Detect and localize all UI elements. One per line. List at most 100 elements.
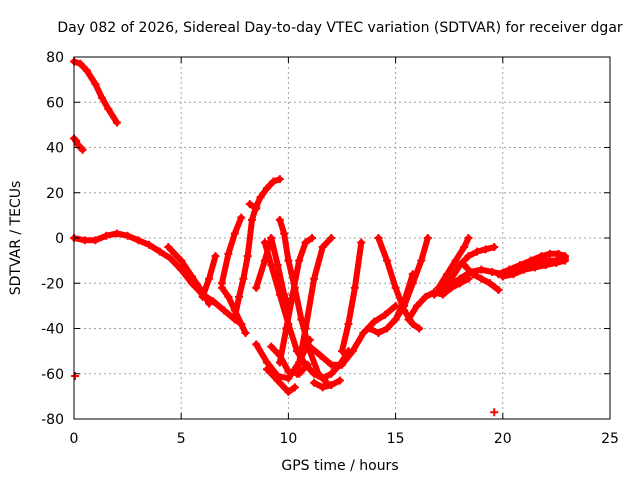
data-point-arc-23 xyxy=(400,301,409,310)
grid-lines xyxy=(74,57,610,419)
y-tick-label: 60 xyxy=(46,95,64,111)
data-point-arc-01 xyxy=(97,93,106,102)
data-point-outlier-02 xyxy=(490,408,499,417)
data-point-arc-19 xyxy=(380,310,389,319)
data-point-arc-07 xyxy=(235,292,244,301)
data-point-arc-17 xyxy=(310,274,319,283)
data-point-arc-07 xyxy=(239,274,248,283)
data-point-arc-15 xyxy=(260,238,269,247)
data-point-arc-05 xyxy=(205,274,214,283)
data-point-arc-04 xyxy=(187,272,196,281)
data-point-arc-13 xyxy=(267,342,276,351)
data-point-arc-28 xyxy=(455,274,464,283)
data-point-arc-05 xyxy=(198,292,207,301)
data-point-arc-03 xyxy=(112,229,121,238)
data-point-arc-14 xyxy=(275,215,284,224)
y-tick-label: -40 xyxy=(41,322,64,338)
data-point-arc-14 xyxy=(280,229,289,238)
data-point-arc-24 xyxy=(421,292,430,301)
data-point-arc-02 xyxy=(78,145,87,154)
data-point-arc-10 xyxy=(267,234,276,242)
data-point-arc-08 xyxy=(224,249,233,258)
data-point-arc-17 xyxy=(327,234,336,242)
data-point-arc-30 xyxy=(520,265,529,274)
data-point-arc-10 xyxy=(252,283,261,292)
data-point-arc-01 xyxy=(91,80,100,89)
data-point-arc-01 xyxy=(112,118,121,127)
data-point-arc-07 xyxy=(230,313,239,322)
data-point-arc-28 xyxy=(466,267,475,276)
chart-title: Day 082 of 2026, Sidereal Day-to-day VTE… xyxy=(57,20,623,36)
data-point-arc-21 xyxy=(383,256,392,265)
data-point-arc-23 xyxy=(408,279,417,288)
data-point-arc-01 xyxy=(76,59,85,68)
data-point-arc-09 xyxy=(245,200,254,209)
data-point-arc-03 xyxy=(166,254,175,263)
data-point-arc-15 xyxy=(275,290,284,299)
data-point-arc-16 xyxy=(275,358,284,367)
data-point-arc-22 xyxy=(383,324,392,333)
data-point-arc-07 xyxy=(256,193,265,202)
data-point-arc-27 xyxy=(494,286,503,295)
data-point-arc-21 xyxy=(408,319,417,328)
data-point-arc-03 xyxy=(91,236,100,245)
data-point-arc-25 xyxy=(447,274,456,283)
data-point-arc-12 xyxy=(284,387,293,396)
data-point-arc-25 xyxy=(430,290,439,299)
data-point-arc-08 xyxy=(230,229,239,238)
series-line-arc-08 xyxy=(218,214,245,287)
series-line-arc-23 xyxy=(392,235,431,323)
data-point-arc-04 xyxy=(177,256,186,265)
data-point-arc-15 xyxy=(327,369,336,378)
data-point-arc-03 xyxy=(134,236,143,245)
data-point-arc-30 xyxy=(530,263,539,272)
data-point-arc-26 xyxy=(451,256,460,265)
data-point-arc-11 xyxy=(262,358,271,367)
data-point-arc-11 xyxy=(284,374,293,383)
data-point-arc-29 xyxy=(515,261,524,270)
data-point-arc-22 xyxy=(374,329,383,338)
data-point-arc-29 xyxy=(537,252,546,261)
data-point-arc-15 xyxy=(267,261,276,270)
data-point-arc-03 xyxy=(155,247,164,256)
data-point-arc-03 xyxy=(80,236,89,245)
data-point-arc-12 xyxy=(290,383,299,392)
data-point-arc-07 xyxy=(269,177,278,186)
data-point-arc-16 xyxy=(301,238,310,247)
series-line-arc-20 xyxy=(339,239,365,355)
series-line-arc-12 xyxy=(264,366,298,395)
data-point-arc-27 xyxy=(477,274,486,283)
data-series xyxy=(70,57,569,417)
data-point-arc-30 xyxy=(498,272,507,281)
data-point-arc-18 xyxy=(335,376,344,385)
data-point-arc-26 xyxy=(434,283,443,292)
data-point-arc-25 xyxy=(490,243,499,252)
data-point-arc-18 xyxy=(318,383,327,392)
data-point-arc-26 xyxy=(460,243,469,252)
data-point-arc-17 xyxy=(301,324,310,333)
x-tick-label: 0 xyxy=(70,431,79,447)
data-point-arc-24 xyxy=(413,301,422,310)
x-axis-title: GPS time / hours xyxy=(281,458,398,474)
data-point-arc-13 xyxy=(284,367,293,376)
data-point-arc-19 xyxy=(359,329,368,338)
x-tick-label: 25 xyxy=(601,431,619,447)
data-point-arc-28 xyxy=(488,267,497,276)
data-point-arc-30 xyxy=(509,270,518,279)
data-point-arc-12 xyxy=(262,365,271,374)
data-point-arc-15 xyxy=(301,360,310,369)
data-point-arc-09 xyxy=(252,204,261,213)
x-tick-label: 15 xyxy=(387,431,405,447)
x-tick-label: 20 xyxy=(494,431,512,447)
data-point-arc-29 xyxy=(554,249,563,258)
series-line-arc-03 xyxy=(71,230,245,327)
data-point-arc-17 xyxy=(318,243,327,252)
data-point-arc-27 xyxy=(485,279,494,288)
data-point-arc-20 xyxy=(357,238,366,247)
data-point-arc-01 xyxy=(104,105,113,114)
data-point-arc-19 xyxy=(316,351,325,360)
data-point-arc-16 xyxy=(282,324,291,333)
data-point-arc-29 xyxy=(545,249,554,258)
data-point-arc-15 xyxy=(318,374,327,383)
x-tick-label: 5 xyxy=(177,431,186,447)
